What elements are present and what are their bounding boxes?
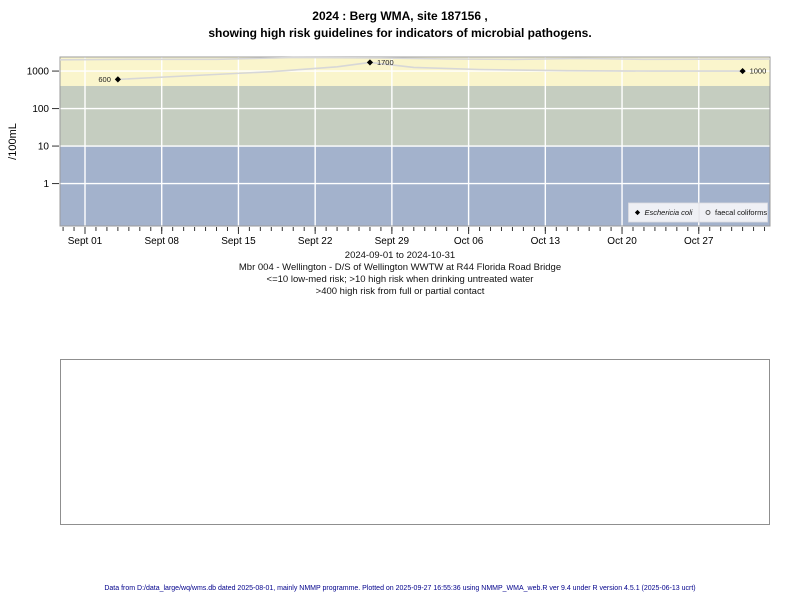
x-tick-label: Oct 27 xyxy=(684,236,714,247)
footer-provenance: Data from D:/data_large/wq/wms.db dated … xyxy=(104,585,696,592)
chart-title-line1: 2024 : Berg WMA, site 187156 , xyxy=(312,9,488,23)
y-tick-label: 1 xyxy=(43,179,49,190)
subtitle-date-range: 2024-09-01 to 2024-10-31 xyxy=(344,250,456,261)
x-tick-label: Oct 06 xyxy=(454,236,484,247)
subtitle-risk-guideline-contact: >400 high risk from full or partial cont… xyxy=(315,286,485,297)
legend-open-circle-icon xyxy=(705,210,711,215)
x-tick-label: Sept 08 xyxy=(144,236,179,247)
legend-label: Eschericia coli xyxy=(645,208,693,217)
y-axis-label: /100mL xyxy=(7,123,19,160)
subtitle-site-description: Mbr 004 - Wellington - D/S of Wellington… xyxy=(238,262,562,273)
x-tick-label: Oct 20 xyxy=(607,236,637,247)
notes-panel xyxy=(60,359,770,525)
data-point-label: 600 xyxy=(98,75,111,84)
legend-diamond-icon xyxy=(634,209,641,216)
x-tick-label: Sept 01 xyxy=(68,236,103,247)
chart-title-line2: showing high risk guidelines for indicat… xyxy=(208,26,592,40)
y-tick-label: 10 xyxy=(38,142,50,153)
legend-label: faecal coliforms xyxy=(715,208,767,217)
chart-subtitle: 2024-09-01 to 2024-10-31 Mbr 004 - Welli… xyxy=(0,250,800,298)
series-line-Eschericia-coli xyxy=(117,61,743,81)
subtitle-risk-guideline-drinking: <=10 low-med risk; >10 high risk when dr… xyxy=(266,274,534,285)
x-tick-label: Sept 22 xyxy=(298,236,333,247)
x-tick-label: Oct 13 xyxy=(531,236,561,247)
legend-box xyxy=(698,202,768,223)
data-point-diamond xyxy=(739,67,746,75)
plot-border xyxy=(59,56,771,227)
chart-plot: 1000 100 10 1 Sept 01 Sept 08 Sept 15 Sept 22 Se… xyxy=(7,56,771,247)
x-tick-label: Sept 15 xyxy=(221,236,256,247)
y-tick-label: 1000 xyxy=(27,67,50,78)
chart-title: 2024 : Berg WMA, site 187156 , showing h… xyxy=(0,8,800,42)
y-tick-label: 100 xyxy=(32,104,49,115)
series-line-faecal-coliforms xyxy=(59,56,771,61)
data-point-label: 1700 xyxy=(377,58,394,67)
data-point-diamond xyxy=(114,76,121,83)
band-high-risk-drinking xyxy=(60,85,770,147)
x-tick-label: Sept 29 xyxy=(375,236,410,247)
data-point-diamond xyxy=(366,59,374,66)
data-point-label: 1000 xyxy=(750,67,767,76)
